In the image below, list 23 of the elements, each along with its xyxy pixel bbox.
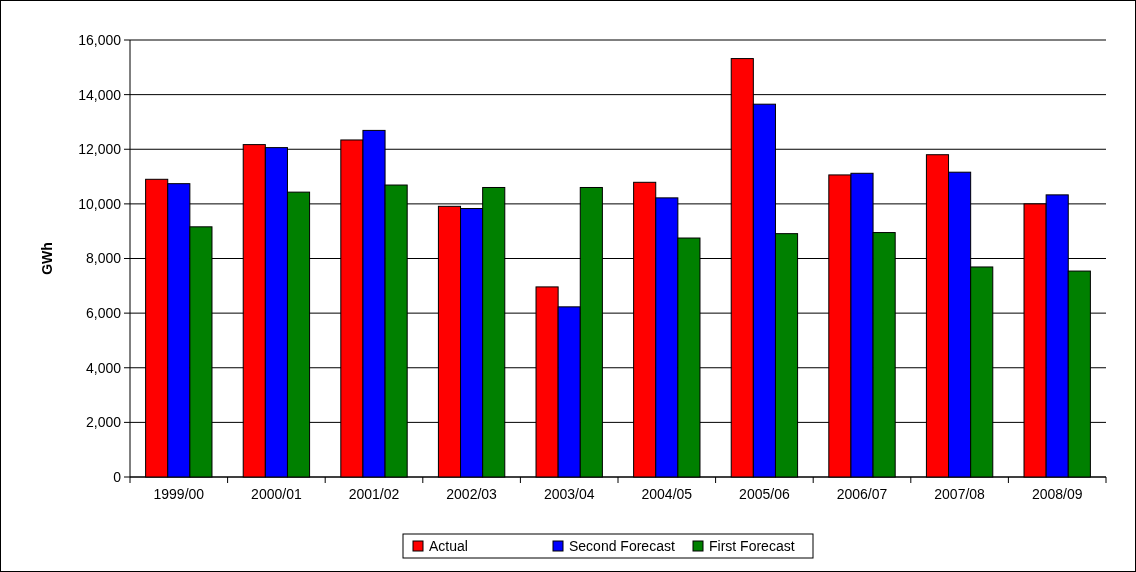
y-tick-label: 10,000 bbox=[78, 195, 122, 212]
legend-label: Actual bbox=[429, 537, 468, 554]
y-tick-label: 8,000 bbox=[85, 250, 122, 267]
x-tick-label: 2007/08 bbox=[934, 486, 986, 502]
x-tick-label: 2001/02 bbox=[348, 486, 400, 502]
x-tick-label: 2005/06 bbox=[739, 486, 790, 502]
y-tick-label: 4,000 bbox=[85, 359, 122, 376]
x-tick-label: 2006/07 bbox=[836, 486, 888, 502]
y-tick-label: 12,000 bbox=[78, 141, 122, 158]
x-tick-label: 2004/05 bbox=[641, 486, 693, 502]
x-tick-label: 2008/09 bbox=[1031, 486, 1083, 502]
legend-label: First Forecast bbox=[709, 537, 795, 554]
y-tick-label: 2,000 bbox=[85, 414, 122, 431]
x-tick-label: 2003/04 bbox=[543, 486, 595, 502]
y-tick-label: 16,000 bbox=[78, 31, 122, 48]
legend-label: Second Forecast bbox=[569, 537, 675, 554]
y-tick-label: 6,000 bbox=[85, 305, 122, 322]
x-tick-label: 2000/01 bbox=[251, 486, 302, 502]
y-axis-title: GWh bbox=[39, 242, 55, 275]
x-tick-label: 1999/00 bbox=[153, 486, 205, 502]
x-tick-label: 2002/03 bbox=[446, 486, 498, 502]
y-tick-label: 14,000 bbox=[78, 86, 122, 103]
y-tick-label: 0 bbox=[113, 468, 122, 485]
